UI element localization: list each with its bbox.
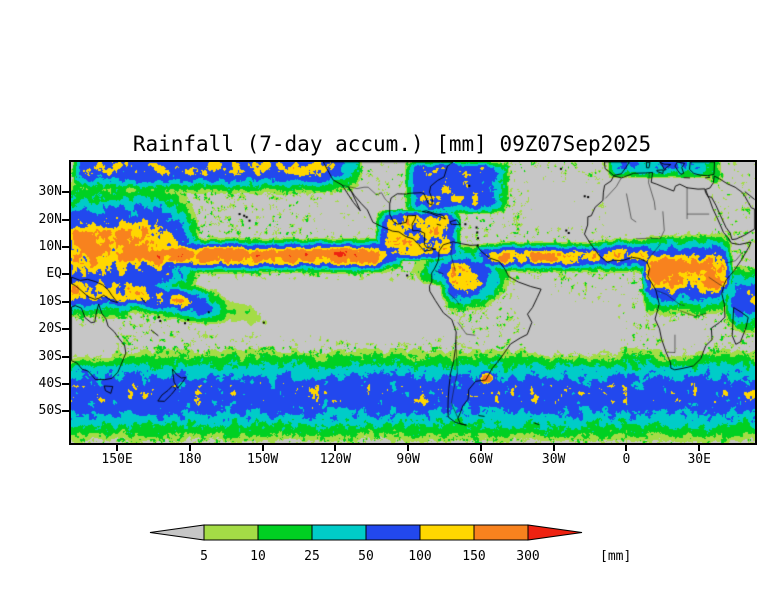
lon-tick-label: 120W	[319, 452, 352, 467]
colorbar-threshold-label: 50	[358, 549, 374, 564]
colorbar-segment	[203, 524, 259, 541]
lon-tick-mark	[552, 445, 555, 451]
colorbar-segment	[311, 524, 367, 541]
lon-tick-mark	[625, 445, 628, 451]
rainfall-map-canvas	[71, 162, 755, 443]
lat-tick-label: 40S	[38, 376, 62, 392]
colorbar-unit-label: [mm]	[600, 549, 631, 564]
lon-tick-label: 180	[178, 452, 202, 467]
lat-tick-label: 20N	[38, 211, 62, 227]
colorbar-threshold-label: 100	[408, 549, 431, 564]
lat-tick-mark	[62, 273, 69, 276]
lon-tick-mark	[407, 445, 410, 451]
colorbar-right-arrow	[527, 524, 583, 541]
colorbar-left-arrow	[149, 524, 205, 541]
lat-tick-mark	[62, 328, 69, 331]
lon-tick-mark	[116, 445, 119, 451]
map-plot-frame	[69, 160, 757, 445]
lon-tick-label: 30E	[687, 452, 711, 467]
colorbar-svg: 5 10 25 50 100 150 300 [mm]	[149, 524, 631, 564]
lon-tick-label: 30W	[541, 452, 566, 467]
colorbar-threshold-label: 150	[462, 549, 485, 564]
lat-tick-label: 20S	[38, 321, 62, 337]
lon-tick-mark	[261, 445, 264, 451]
lon-tick-label: 150W	[246, 452, 279, 467]
lat-tick-mark	[62, 245, 69, 248]
colorbar: 5 10 25 50 100 150 300 [mm]	[148, 520, 708, 568]
colorbar-threshold-label: 10	[250, 549, 266, 564]
lat-tick-mark	[62, 300, 69, 303]
colorbar-segment	[257, 524, 313, 541]
lat-tick-label: 30N	[38, 184, 62, 200]
lon-tick-label: 0	[622, 452, 631, 467]
lat-tick-label: 50S	[38, 403, 62, 419]
lat-tick-mark	[62, 410, 69, 413]
colorbar-threshold-label: 25	[304, 549, 320, 564]
colorbar-segment	[473, 524, 529, 541]
chart-title: Rainfall (7-day accum.) [mm] 09Z07Sep202…	[132, 132, 652, 156]
lon-tick-mark	[334, 445, 337, 451]
lat-tick-mark	[62, 355, 69, 358]
lat-tick-label: EQ	[46, 266, 62, 282]
lat-tick-label: 10N	[38, 238, 62, 254]
lat-tick-mark	[62, 191, 69, 194]
lat-tick-mark	[62, 218, 69, 221]
lat-tick-label: 10S	[38, 293, 62, 309]
lat-tick-label: 30S	[38, 348, 62, 364]
colorbar-segment	[365, 524, 421, 541]
lon-tick-label: 90W	[396, 452, 420, 467]
colorbar-threshold-label: 300	[516, 549, 539, 564]
lon-tick-label: 60W	[469, 452, 493, 467]
lon-tick-mark	[479, 445, 482, 451]
lon-tick-mark	[188, 445, 191, 451]
lat-tick-mark	[62, 383, 69, 386]
colorbar-segment	[419, 524, 475, 541]
lon-tick-mark	[698, 445, 701, 451]
colorbar-threshold-label: 5	[200, 549, 208, 564]
lon-tick-label: 150E	[101, 452, 133, 467]
